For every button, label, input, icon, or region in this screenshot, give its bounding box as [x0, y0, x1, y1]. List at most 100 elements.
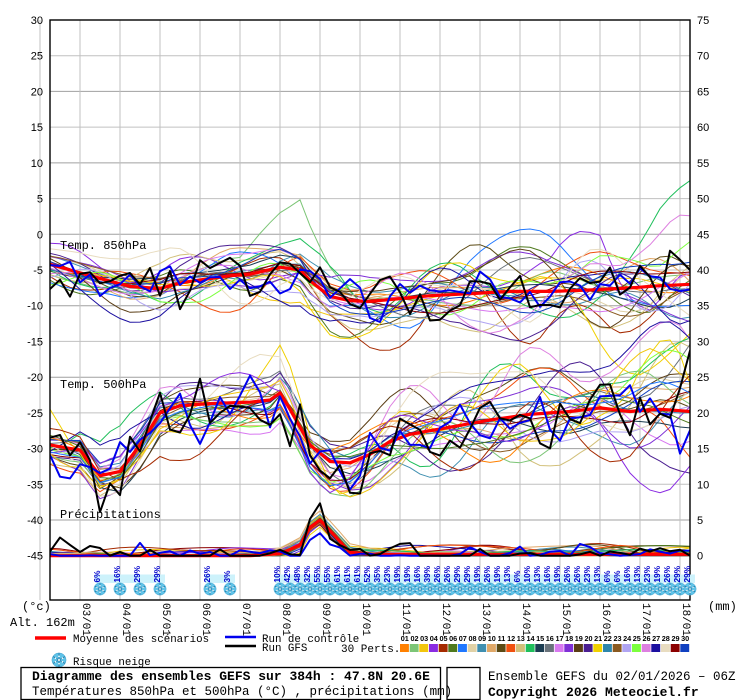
svg-text:29: 29 [671, 634, 679, 643]
svg-text:10%: 10% [522, 565, 532, 582]
svg-text:26: 26 [642, 634, 650, 643]
svg-text:11: 11 [498, 634, 506, 643]
svg-text:29%: 29% [672, 565, 682, 582]
svg-text:61%: 61% [332, 565, 342, 582]
svg-text:28: 28 [662, 634, 670, 643]
svg-text:(mm): (mm) [708, 600, 737, 614]
svg-text:10/01: 10/01 [359, 603, 371, 636]
svg-text:29%: 29% [132, 565, 142, 582]
svg-text:50: 50 [697, 194, 709, 206]
svg-text:19%: 19% [492, 565, 502, 582]
svg-text:08/01: 08/01 [279, 603, 291, 636]
svg-text:07/01: 07/01 [239, 603, 251, 636]
svg-text:17/01: 17/01 [639, 603, 651, 636]
svg-text:25: 25 [697, 372, 709, 384]
svg-text:30 Perts.: 30 Perts. [341, 644, 400, 656]
svg-text:13%: 13% [632, 565, 642, 582]
svg-text:75: 75 [697, 15, 709, 27]
svg-text:61%: 61% [352, 565, 362, 582]
svg-text:65: 65 [697, 86, 709, 98]
svg-text:06/01: 06/01 [199, 603, 211, 636]
svg-text:Ensemble GEFS du 02/01/2026 –: Ensemble GEFS du 02/01/2026 – 06Z [488, 670, 736, 684]
svg-text:0: 0 [697, 551, 703, 563]
svg-text:06: 06 [449, 634, 457, 643]
svg-text:35%: 35% [372, 565, 382, 582]
svg-text:13%: 13% [502, 565, 512, 582]
svg-text:5: 5 [37, 194, 43, 206]
svg-text:16%: 16% [622, 565, 632, 582]
svg-text:03/01: 03/01 [79, 603, 91, 636]
svg-text:Copyright 2026 Meteociel.fr: Copyright 2026 Meteociel.fr [488, 685, 699, 700]
svg-text:16/01: 16/01 [599, 603, 611, 636]
svg-text:14: 14 [526, 634, 535, 643]
svg-text:19%: 19% [392, 565, 402, 582]
svg-text:26%: 26% [202, 565, 212, 582]
svg-text:40: 40 [697, 265, 709, 277]
svg-text:14/01: 14/01 [519, 603, 531, 636]
svg-text:20: 20 [31, 86, 43, 98]
svg-text:11/01: 11/01 [399, 603, 411, 636]
svg-text:55: 55 [697, 158, 709, 170]
svg-text:55%: 55% [322, 565, 332, 582]
svg-text:6%: 6% [92, 570, 102, 583]
svg-text:10: 10 [488, 634, 496, 643]
svg-text:22: 22 [604, 634, 612, 643]
svg-text:29%: 29% [452, 565, 462, 582]
svg-text:25: 25 [31, 51, 43, 63]
svg-text:07: 07 [459, 634, 467, 643]
svg-text:18: 18 [565, 634, 573, 643]
svg-text:19%: 19% [552, 565, 562, 582]
svg-text:Températures 850hPa et 500hPa: Températures 850hPa et 500hPa (°C) , pré… [32, 685, 452, 699]
svg-text:6%: 6% [612, 570, 622, 583]
svg-text:17: 17 [555, 634, 563, 643]
svg-text:-40: -40 [27, 515, 43, 527]
svg-text:15: 15 [697, 444, 709, 456]
svg-text:23%: 23% [582, 565, 592, 582]
svg-text:05/01: 05/01 [159, 603, 171, 636]
svg-text:19: 19 [575, 634, 583, 643]
svg-text:42%: 42% [282, 565, 292, 582]
svg-text:26%: 26% [442, 565, 452, 582]
svg-text:12/01: 12/01 [439, 603, 451, 636]
svg-text:-10: -10 [27, 301, 43, 313]
svg-text:23%: 23% [642, 565, 652, 582]
svg-text:39%: 39% [422, 565, 432, 582]
svg-text:32%: 32% [302, 565, 312, 582]
svg-text:(°c): (°c) [22, 600, 51, 614]
svg-text:20: 20 [584, 634, 592, 643]
svg-text:04: 04 [430, 634, 439, 643]
svg-text:5: 5 [697, 515, 703, 527]
svg-text:30: 30 [31, 15, 43, 27]
svg-text:Temp. 500hPa: Temp. 500hPa [60, 378, 146, 392]
svg-text:10: 10 [31, 158, 43, 170]
svg-text:13%: 13% [592, 565, 602, 582]
svg-text:-5: -5 [33, 265, 43, 277]
svg-text:-30: -30 [27, 444, 43, 456]
svg-text:18/01: 18/01 [679, 603, 691, 636]
svg-text:10%: 10% [272, 565, 282, 582]
svg-text:Moyenne des scénarios: Moyenne des scénarios [73, 634, 209, 646]
svg-text:26%: 26% [432, 565, 442, 582]
svg-text:52%: 52% [362, 565, 372, 582]
svg-text:Alt. 162m: Alt. 162m [10, 616, 75, 630]
svg-text:30: 30 [697, 336, 709, 348]
svg-text:30: 30 [681, 634, 689, 643]
svg-text:6%: 6% [512, 570, 522, 583]
svg-text:16%: 16% [412, 565, 422, 582]
svg-text:25: 25 [633, 634, 641, 643]
svg-text:05: 05 [439, 634, 447, 643]
svg-text:23%: 23% [382, 565, 392, 582]
svg-text:24: 24 [623, 634, 632, 643]
svg-text:Précipitations: Précipitations [60, 508, 161, 522]
svg-text:48%: 48% [292, 565, 302, 582]
svg-text:0: 0 [37, 229, 43, 241]
svg-text:15: 15 [536, 634, 544, 643]
svg-text:26%: 26% [482, 565, 492, 582]
svg-text:13/01: 13/01 [479, 603, 491, 636]
svg-text:60: 60 [697, 122, 709, 134]
svg-text:08: 08 [468, 634, 476, 643]
svg-text:55%: 55% [312, 565, 322, 582]
svg-text:-25: -25 [27, 408, 43, 420]
svg-text:15: 15 [31, 122, 43, 134]
svg-text:-20: -20 [27, 372, 43, 384]
